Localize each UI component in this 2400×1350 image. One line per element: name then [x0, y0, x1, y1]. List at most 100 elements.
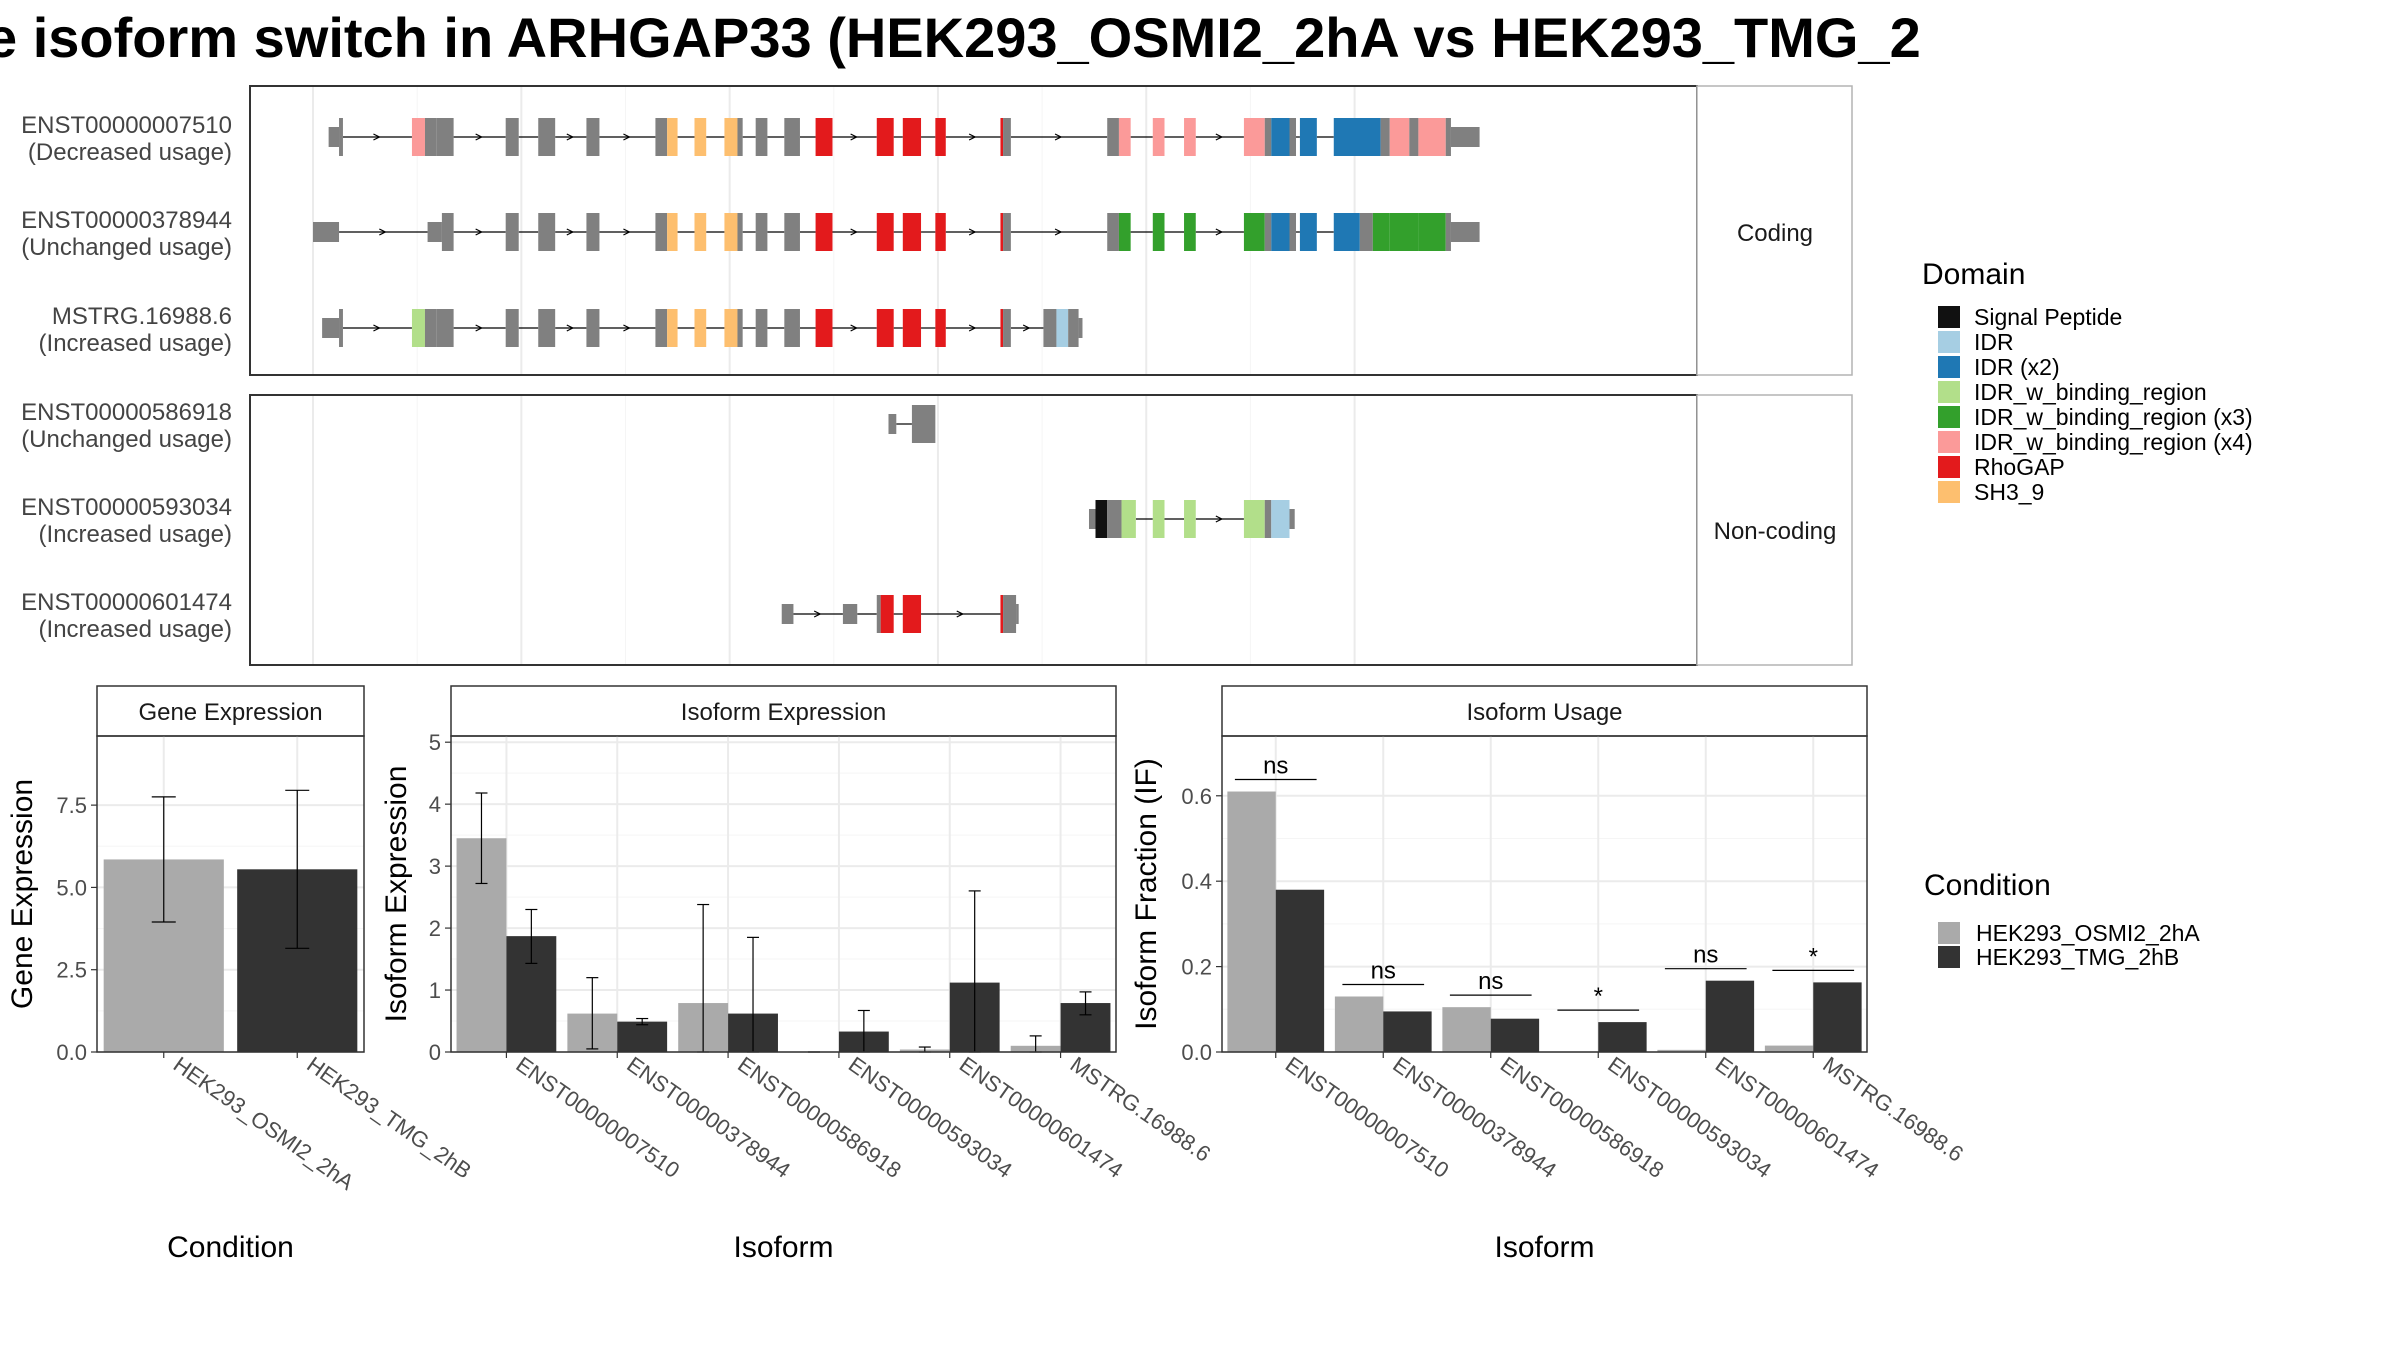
facet-strip [96, 685, 365, 737]
strand-arrow [623, 133, 631, 141]
bar [1442, 1007, 1491, 1052]
exon [1016, 604, 1019, 624]
domain-block [1243, 213, 1265, 251]
transcript-usage: (Increased usage) [39, 330, 232, 357]
strand-arrow [1215, 133, 1224, 141]
transcript-ENST00000601474: ENST00000601474(Increased usage) [21, 589, 1019, 643]
exon [1003, 213, 1011, 251]
strand-arrow [956, 610, 965, 618]
bar [1598, 1022, 1647, 1052]
y-tick-label: 2.5 [56, 958, 87, 983]
legend-label: IDR_w_binding_region (x3) [1974, 404, 2253, 430]
legend-label: HEK293_OSMI2_2hA [1976, 920, 2200, 946]
exon [911, 405, 936, 443]
exon [1078, 318, 1083, 338]
significance-label: ns [1263, 753, 1288, 780]
legend-key [1938, 922, 1960, 944]
domain-block [1152, 213, 1165, 251]
domain-block [1118, 118, 1131, 156]
panel-background [250, 86, 1697, 375]
legend-key [1938, 331, 1960, 353]
legend-label: IDR (x2) [1974, 354, 2060, 380]
x-axis-title: Condition [167, 1231, 294, 1264]
exon [505, 118, 519, 156]
domain-block [667, 309, 678, 347]
bar [1334, 996, 1384, 1052]
strip-label-noncoding: Non-coding [1714, 518, 1837, 545]
legend-label: IDR_w_binding_region (x4) [1974, 429, 2253, 455]
domain-block [876, 213, 894, 251]
domain-block [667, 213, 678, 251]
exon [424, 118, 437, 156]
exon [1107, 500, 1122, 538]
strand-arrow [475, 228, 483, 236]
x-axis-title: Isoform [1494, 1231, 1594, 1264]
transcript-ENST00000593034: ENST00000593034(Increased usage) [21, 494, 1295, 548]
transcript-id: MSTRG.16988.6 [52, 303, 232, 330]
exon [1043, 309, 1057, 347]
exon [441, 213, 454, 251]
domain-block [1243, 118, 1265, 156]
domain-block [902, 213, 922, 251]
exon [737, 213, 743, 251]
exon [1088, 509, 1096, 529]
exon [586, 118, 600, 156]
exon [328, 127, 340, 147]
legend-label: SH3_9 [1974, 479, 2044, 505]
strand-arrow [623, 324, 631, 332]
strand-arrow [373, 324, 381, 332]
legend-label: Signal Peptide [1974, 304, 2122, 330]
exon [1445, 213, 1451, 251]
y-tick-label: 0.2 [1181, 955, 1212, 980]
exon [1359, 213, 1373, 251]
domain-block [1000, 213, 1004, 251]
bar [1490, 1018, 1540, 1052]
domain-block [1184, 118, 1196, 156]
structure-noncoding-panel: ENST00000586918(Unchanged usage) ENST0000… [21, 394, 1853, 666]
panel-grid [312, 395, 1356, 665]
exon [1003, 595, 1017, 633]
strand-arrow [1022, 324, 1031, 332]
significance-label: ns [1371, 957, 1396, 984]
exon [1107, 213, 1119, 251]
y-tick-label: 0.0 [1181, 1040, 1212, 1065]
structure-coding-panel: ENST00000007510(Decreased usage)ENST0000… [21, 85, 1853, 376]
legend-label: RhoGAP [1974, 454, 2065, 480]
transcript-usage: (Unchanged usage) [21, 234, 232, 261]
exon [842, 604, 858, 624]
domain-block [1271, 118, 1290, 156]
exon [1264, 213, 1272, 251]
bar [617, 1021, 668, 1052]
domain-block [1271, 500, 1290, 538]
domain-block [724, 118, 738, 156]
strand-arrow [968, 324, 977, 332]
domain-block [411, 309, 425, 347]
exon [1264, 118, 1272, 156]
strand-arrow [850, 324, 858, 332]
strand-arrow [475, 324, 483, 332]
facet-strip [1696, 394, 1853, 666]
transcript-MSTRG.16988.6: MSTRG.16988.6(Increased usage) [39, 303, 1083, 357]
exon [1289, 213, 1297, 251]
transcript-usage: (Unchanged usage) [21, 426, 232, 453]
transcript-id: ENST00000593034 [21, 494, 232, 521]
coding-transcripts: ENST00000007510(Decreased usage)ENST0000… [21, 112, 1480, 357]
exon [436, 309, 454, 347]
legend-label: IDR_w_binding_region [1974, 379, 2207, 405]
strand-arrow [623, 228, 631, 236]
transcript-ENST00000586918: ENST00000586918(Unchanged usage) [21, 399, 936, 453]
facet-strip [450, 685, 1117, 737]
domain-block [1333, 213, 1360, 251]
exon [1003, 118, 1011, 156]
exon [655, 118, 668, 156]
domain-block [1389, 118, 1410, 156]
domain-block [935, 118, 946, 156]
exon [1107, 118, 1119, 156]
domain-block [1152, 118, 1165, 156]
y-tick-label: 0.4 [1181, 869, 1212, 894]
strand-arrow [566, 324, 575, 332]
strand-arrow [1054, 133, 1063, 141]
legend-label: HEK293_TMG_2hB [1976, 944, 2179, 970]
plot-title: e isoform switch in ARHGAP33 (HEK293_OSM… [0, 6, 1921, 69]
